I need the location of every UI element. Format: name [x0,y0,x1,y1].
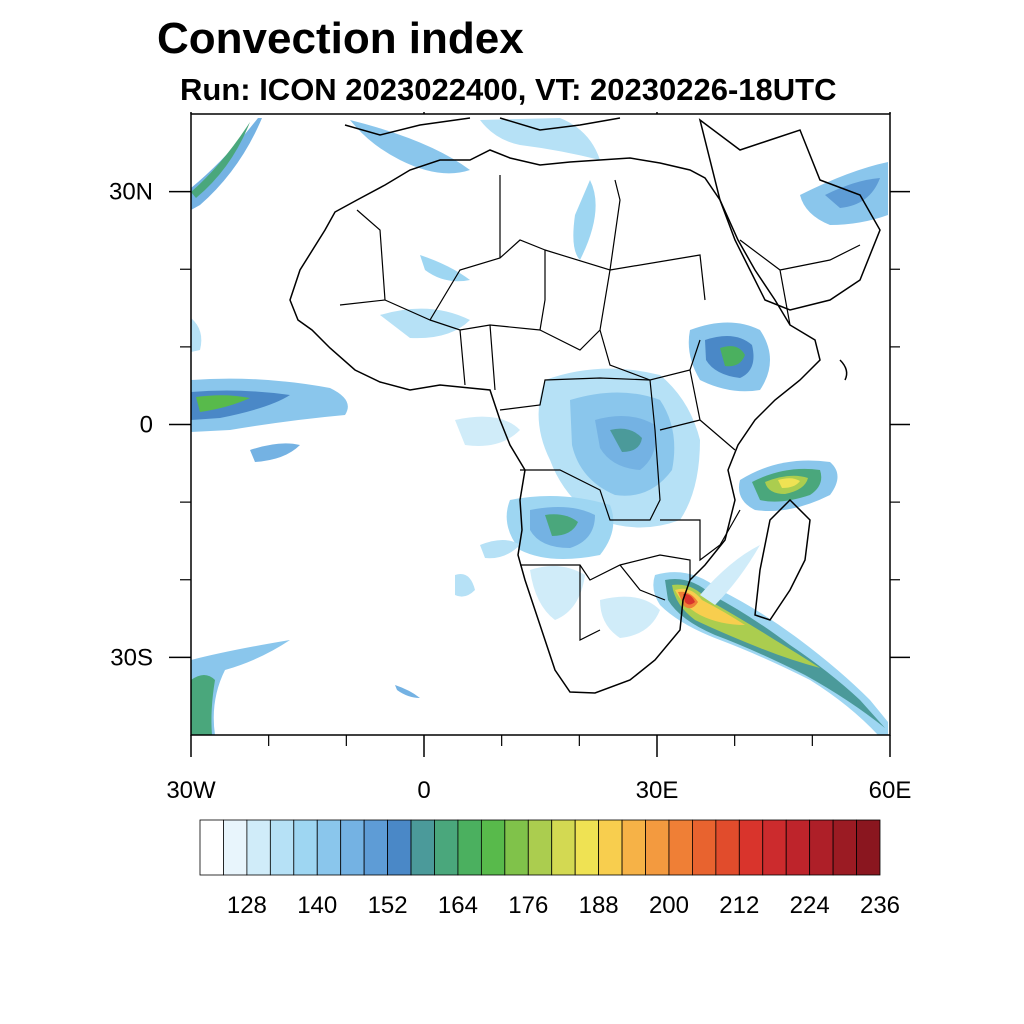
colorbar-swatch [645,819,670,876]
colorbar-swatch [832,819,857,876]
colorbar-swatch [762,819,787,876]
x-tick-label: 30W [166,777,216,804]
convection-area [420,255,470,282]
coastline-fragment [839,359,848,381]
arabia-coastline [698,118,881,311]
convection-area [191,318,202,352]
coastlines [289,117,881,694]
colorbar-swatch [363,819,388,876]
convection-area [545,514,578,536]
y-tick-label: 30S [110,644,153,671]
convection-area [683,593,695,605]
x-tick-label: 0 [417,777,430,804]
colorbar-label: 164 [438,892,478,919]
colorbar-label: 236 [860,892,900,919]
colorbar-swatch [598,819,623,876]
country-border [659,369,736,451]
colorbar-swatch [269,819,295,876]
colorbar-swatch [246,819,271,876]
colorbar-swatch [621,819,646,876]
colorbar-swatch [809,819,834,876]
convection-area [191,122,250,198]
chart-title: Convection index [157,14,524,63]
colorbar-swatch [856,819,881,876]
convection-area [610,428,642,452]
colorbar-swatch [457,819,482,876]
madagascar-coastline [754,498,811,621]
country-border [339,209,386,306]
colorbar-swatch [410,819,435,876]
convection-area [700,545,760,605]
country-border [520,379,661,521]
convection-area [191,640,290,735]
country-border [459,324,496,391]
colorbar-swatch [574,819,600,876]
colorbar-swatch [668,819,693,876]
country-border [499,377,651,411]
convection-area [395,685,420,698]
colorbar-label: 224 [790,892,830,919]
colorbar-swatch [434,819,459,876]
country-border [660,509,741,562]
convection-area [250,443,300,462]
colorbar-swatch [504,819,529,876]
colorbar-swatch [293,819,318,876]
colorbar: 128 140 152 164 176 188 200 212 224 236 [199,819,900,919]
colorbar-swatch [692,819,717,876]
country-border [609,254,706,301]
country-border [739,239,861,326]
convection-area [778,478,800,488]
colorbar-swatch [551,819,576,876]
convection-area [455,574,475,597]
colorbar-swatch [738,819,764,876]
map-axes: 30W 0 30E 60E 30N 0 30S [109,112,911,804]
x-tick-label: 30E [636,777,679,804]
convection-area [530,566,585,620]
country-border [579,564,666,641]
convection-area [573,180,596,260]
convection-area [196,395,250,412]
convection-area [720,346,745,367]
colorbar-swatch [316,819,342,876]
convection-area [191,675,215,735]
chart-subtitle: Run: ICON 2023022400, VT: 20230226-18UTC [180,72,837,107]
colorbar-label: 188 [579,892,619,919]
colorbar-label: 128 [227,892,267,919]
colorbar-swatch [199,819,224,876]
africa-coastline [289,149,821,694]
mediterranean-coastline [344,117,621,136]
country-border [544,179,621,271]
country-border [384,239,546,331]
colorbar-swatch [223,819,248,876]
colorbar-swatch [785,819,811,876]
convection-area [380,308,470,339]
colorbar-label: 152 [368,892,408,919]
colorbar-swatch [340,819,365,876]
convection-area [480,118,600,160]
country-borders [339,175,861,641]
country-border [539,269,611,351]
colorbar-swatch [715,819,740,876]
country-border [429,319,541,331]
y-tick-label: 30N [109,179,153,206]
convection-area [825,178,880,208]
colorbar-label: 212 [719,892,759,919]
x-tick-label: 60E [869,777,912,804]
convection-area [480,540,520,559]
y-tick-label: 0 [140,412,153,439]
convection-area [600,596,660,638]
colorbar-label: 176 [508,892,548,919]
colorbar-swatch [387,819,412,876]
convection-field [191,118,888,735]
colorbar-label: 140 [297,892,337,919]
colorbar-swatch [527,819,553,876]
colorbar-label: 200 [649,892,689,919]
convection-area [455,416,520,446]
colorbar-swatch [480,819,506,876]
